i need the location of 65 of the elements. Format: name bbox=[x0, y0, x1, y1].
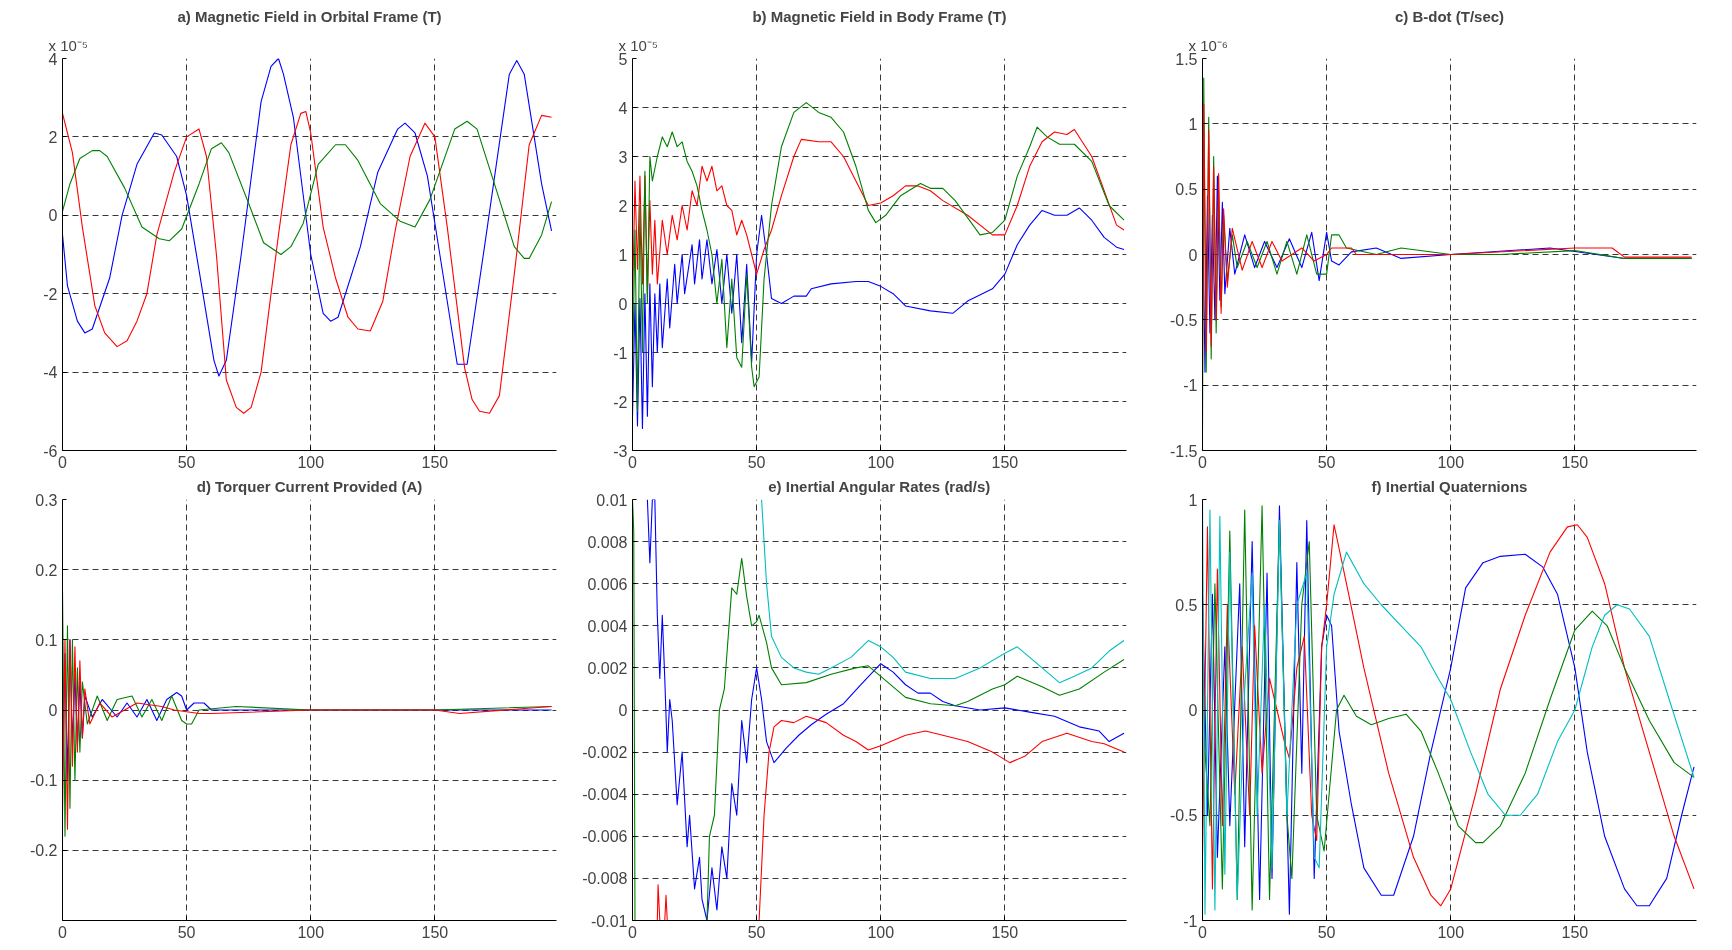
y-tick-label: 3 bbox=[618, 148, 628, 166]
y-tick-label: 0.008 bbox=[587, 533, 628, 551]
y-tick-label: 0 bbox=[48, 702, 58, 719]
y-tick-label: 0.5 bbox=[1175, 181, 1198, 199]
y-tick-label: 0.004 bbox=[587, 617, 628, 635]
y-tick-label: -0.004 bbox=[582, 786, 628, 804]
y-tick-label: 0.3 bbox=[35, 491, 58, 509]
y-tick-label: -3 bbox=[613, 442, 628, 460]
x-tick-label: 100 bbox=[297, 453, 325, 471]
x-tick-label: 50 bbox=[747, 923, 766, 941]
chart-title: d) Torquer Current Provided (A) bbox=[196, 477, 423, 495]
y-tick-label: -0.002 bbox=[582, 744, 628, 762]
x-tick-label: 50 bbox=[1317, 923, 1336, 941]
y-tick-label: -2 bbox=[613, 393, 628, 411]
y-tick-label: -2 bbox=[43, 285, 58, 303]
y-tick-label: -1 bbox=[1183, 912, 1198, 930]
y-tick-label: -0.5 bbox=[1169, 807, 1198, 825]
x-tick-label: 100 bbox=[1437, 453, 1465, 471]
y-tick-label: 2 bbox=[618, 197, 628, 215]
x-tick-label: 100 bbox=[297, 923, 325, 941]
x-tick-label: 150 bbox=[991, 453, 1019, 471]
x-tick-label: 50 bbox=[1317, 453, 1336, 471]
x-tick-label: 100 bbox=[867, 923, 895, 941]
chart-title: b) Magnetic Field in Body Frame (T) bbox=[752, 7, 1007, 25]
y-tick-label: -4 bbox=[43, 364, 58, 382]
y-tick-label: -0.01 bbox=[591, 912, 628, 930]
y-tick-label: 0.5 bbox=[1175, 596, 1198, 614]
chart-title: c) B-dot (T/sec) bbox=[1394, 7, 1505, 25]
y-tick-label: -0.5 bbox=[1169, 311, 1198, 329]
y-tick-label: 0.01 bbox=[596, 491, 628, 509]
y-tick-label: 0.1 bbox=[35, 631, 58, 649]
x-tick-label: 150 bbox=[421, 923, 449, 941]
y-tick-label: -0.006 bbox=[582, 828, 628, 846]
y-tick-label: 0 bbox=[1188, 702, 1198, 719]
y-tick-label: -0.2 bbox=[29, 842, 58, 860]
x-tick-label: 50 bbox=[177, 453, 196, 471]
x-tick-label: 50 bbox=[747, 453, 766, 471]
x-tick-label: 150 bbox=[991, 923, 1019, 941]
chart-title: a) Magnetic Field in Orbital Frame (T) bbox=[177, 7, 442, 25]
y-tick-label: 0 bbox=[618, 295, 628, 313]
y-tick-label: 0.006 bbox=[587, 575, 628, 593]
y-tick-label: -1 bbox=[1183, 377, 1198, 395]
y-tick-label: -1.5 bbox=[1169, 442, 1198, 460]
x-tick-label: 150 bbox=[1561, 923, 1589, 941]
x-tick-label: 100 bbox=[1437, 923, 1465, 941]
y-tick-label: 1 bbox=[1188, 491, 1198, 509]
y-tick-label: 0 bbox=[1188, 246, 1198, 264]
y-tick-label: 0 bbox=[48, 207, 58, 225]
y-tick-label: 2 bbox=[48, 128, 58, 146]
chart-title: e) Inertial Angular Rates (rad/s) bbox=[768, 477, 991, 495]
y-tick-label: -0.1 bbox=[29, 772, 58, 790]
x-tick-label: 100 bbox=[867, 453, 895, 471]
y-tick-label: 1 bbox=[618, 246, 628, 264]
y-tick-label: -6 bbox=[43, 442, 58, 460]
y-tick-label: 1 bbox=[1188, 115, 1198, 133]
y-tick-label: 0 bbox=[618, 702, 628, 719]
x-tick-label: 50 bbox=[177, 923, 196, 941]
x-tick-label: 150 bbox=[1561, 453, 1589, 471]
chart-title: f) Inertial Quaternions bbox=[1371, 477, 1528, 495]
y-tick-label: 0.002 bbox=[587, 659, 628, 677]
x-tick-label: 150 bbox=[421, 453, 449, 471]
y-tick-label: -1 bbox=[613, 344, 628, 362]
y-tick-label: -0.008 bbox=[582, 870, 628, 888]
y-tick-label: 0.2 bbox=[35, 561, 58, 579]
y-tick-label: 4 bbox=[618, 99, 628, 117]
